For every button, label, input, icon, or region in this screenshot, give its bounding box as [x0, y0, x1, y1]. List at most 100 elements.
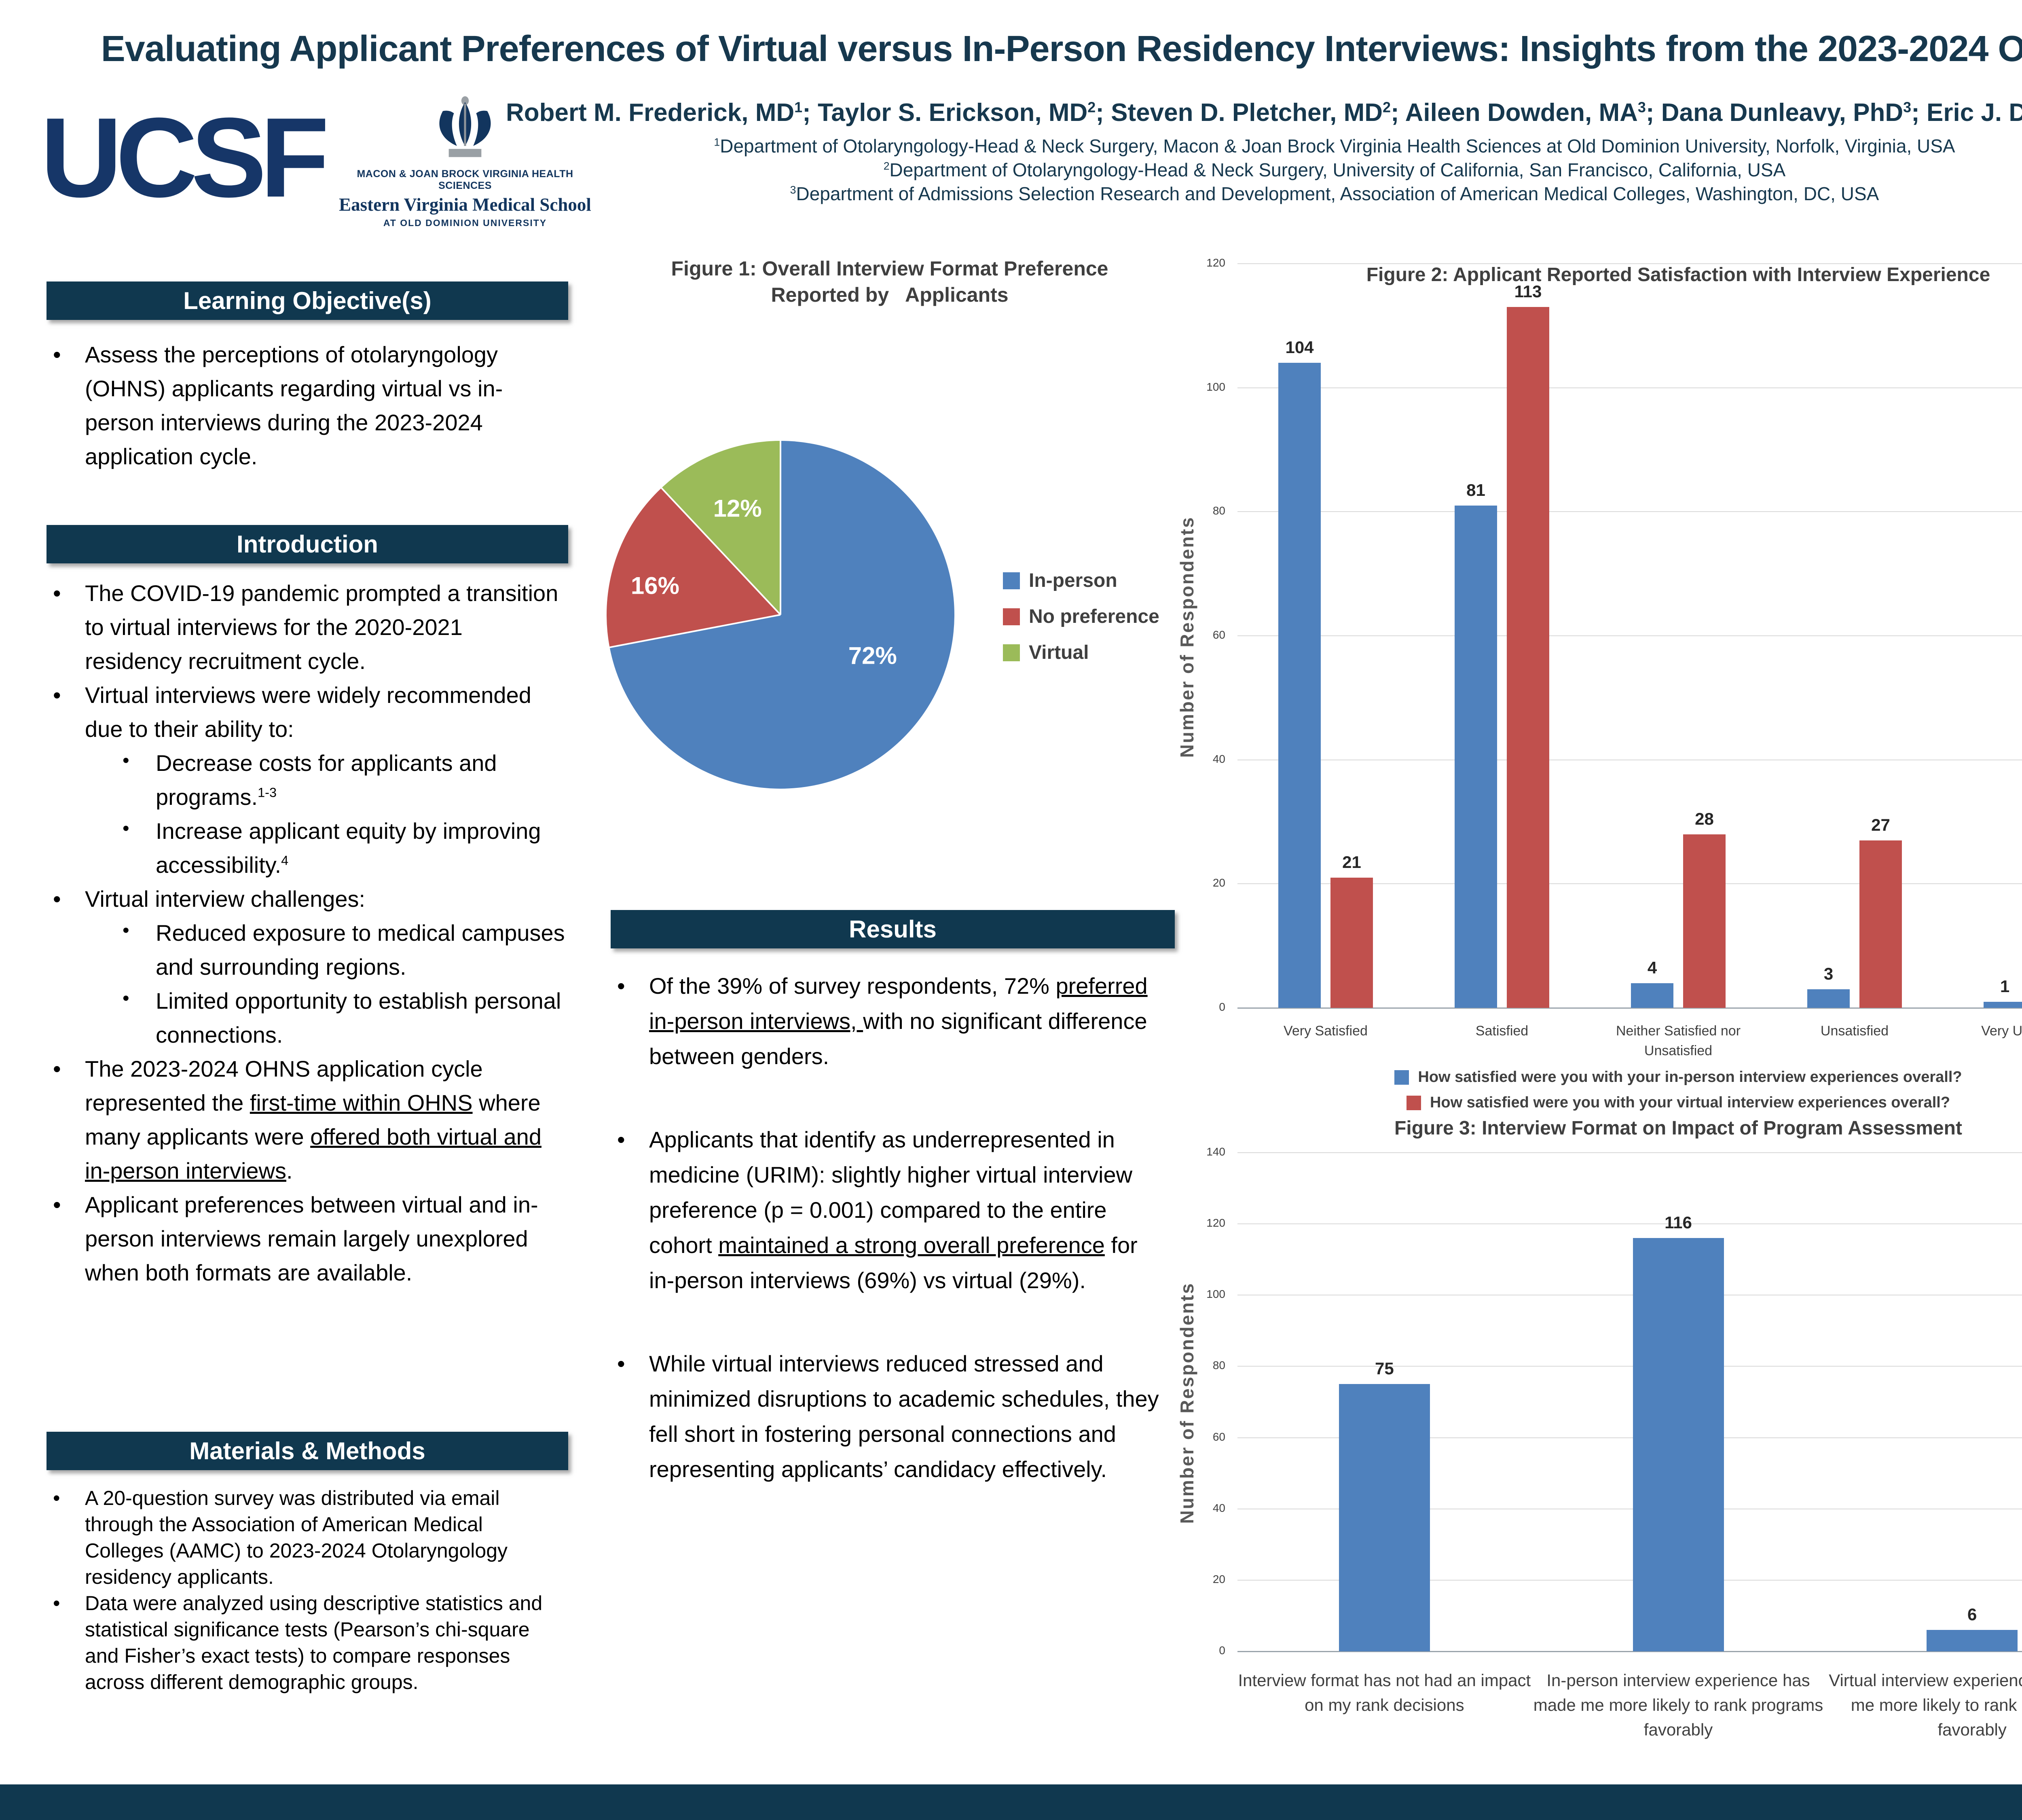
bullet-text: Of the 39% of survey respondents, 72% pr… — [649, 973, 1148, 1069]
evms-logo: Macon & Joan Brock Virginia Health Scien… — [332, 96, 599, 229]
legend-swatch — [1003, 572, 1020, 589]
figure3-title: Figure 3: Interview Format on Impact of … — [1394, 1117, 1962, 1139]
text-segment: Of the 39% of survey respondents, 72% — [649, 973, 1056, 999]
x-category-label: Unsatisfied — [1820, 1023, 1889, 1039]
legend-swatch — [1003, 644, 1020, 661]
bullet-text: Limited opportunity to establish persona… — [156, 988, 561, 1048]
bullet-item: • Applicant preferences between virtual a… — [47, 1188, 576, 1290]
evms-logo-line1: Macon & Joan Brock Virginia Health Scien… — [357, 168, 573, 191]
legend-label: No preference — [1029, 606, 1159, 627]
bullet-text: Reduced exposure to medical campuses and… — [156, 920, 565, 980]
bullet-text: Virtual interviews were widely recommend… — [85, 682, 531, 742]
x-category-label: Very Unsatisfied — [1981, 1023, 2022, 1039]
text-segment: Assess the perceptions of otolaryngology… — [85, 342, 503, 469]
y-tick-label: 100 — [1206, 1288, 1225, 1301]
bullet-item: • Reduced exposure to medical campuses an… — [111, 916, 576, 984]
bullet-marker: • — [123, 818, 129, 839]
pie-slice-label: 16% — [630, 572, 679, 599]
legend-label: Virtual — [1029, 642, 1089, 663]
bar — [1455, 506, 1497, 1008]
text-segment: first-time within OHNS — [250, 1090, 473, 1115]
legend-item: Virtual — [1003, 641, 1159, 664]
text-segment: Virtual interviews were widely recommend… — [85, 682, 531, 742]
x-category-label: Virtual interview experience has made me… — [1829, 1671, 2022, 1739]
text-segment: where many applicants were — [85, 1090, 541, 1149]
pie-slice-label: 12% — [713, 495, 762, 522]
authors-line: Robert M. Frederick, MD1; Taylor S. Eric… — [283, 98, 2022, 127]
figure1-legend: In-person No preference Virtual — [1003, 569, 1159, 677]
gridline — [1237, 883, 2022, 885]
gridline — [1237, 1366, 2022, 1367]
gridline — [1237, 1437, 2022, 1438]
pie-slice-separators — [609, 441, 781, 648]
legend-item: In-person — [1003, 569, 1159, 592]
bullet-marker: • — [53, 1592, 60, 1615]
bullet-marker: • — [617, 1127, 625, 1153]
bar — [1927, 1630, 2018, 1651]
bullet-item: • The COVID-19 pandemic prompted a transi… — [47, 576, 576, 678]
x-category-label: Neither Satisfied nor Unsatisfied — [1616, 1023, 1741, 1059]
gridline — [1237, 1651, 2022, 1652]
bullet-marker: • — [53, 1487, 60, 1509]
x-category-label: In-person interview experience has made … — [1533, 1671, 1823, 1739]
bar-value-label: 6 — [1967, 1605, 1977, 1624]
footer-bar — [0, 1784, 2022, 1820]
learning-objectives-list: • Assess the perceptions of otolaryngolog… — [47, 338, 572, 474]
bar-value-label: 27 — [1871, 815, 1890, 834]
bar-value-label: 21 — [1342, 853, 1361, 872]
text-segment: ; Steven D. Pletcher, MD — [1096, 99, 1383, 127]
bar-value-label: 3 — [1823, 964, 1834, 983]
text-segment: 1 — [714, 136, 720, 148]
y-tick-label: 100 — [1206, 380, 1225, 393]
text-segment: Limited opportunity to establish persona… — [156, 988, 561, 1048]
text-segment: 3 — [790, 184, 796, 196]
text-segment: 4 — [281, 853, 289, 868]
bar — [1278, 363, 1321, 1008]
gridline — [1237, 635, 2022, 636]
affiliation-line-1: 1Department of Otolaryngology-Head & Nec… — [465, 134, 2022, 158]
bar — [1807, 989, 1850, 1008]
figure1-pie-chart: 72% 16% 12% — [607, 441, 954, 789]
bullet-text: Increase applicant equity by improving a… — [156, 818, 541, 878]
y-tick-label: 80 — [1212, 1359, 1225, 1372]
text-segment: Virtual interview challenges: — [85, 886, 366, 912]
section-header-materials-methods: Materials & Methods — [47, 1432, 568, 1470]
bar — [1984, 1001, 2022, 1008]
figure1-title-line1: Figure 1: Overall Interview Format Prefe… — [671, 257, 1108, 280]
bullet-marker: • — [53, 1056, 61, 1081]
figure2-category-labels: Very Satisfied Satisfied Neither Satisfied… — [1237, 1021, 2022, 1061]
bullet-marker: • — [123, 750, 129, 771]
y-tick-label: 20 — [1212, 876, 1225, 889]
evms-crown-icon — [439, 96, 491, 157]
x-category-label: Very Satisfied — [1284, 1023, 1368, 1039]
bullet-item: • Of the 39% of survey respondents, 72% p… — [611, 969, 1177, 1074]
section-header-results: Results — [611, 910, 1175, 948]
bullet-marker: • — [53, 886, 61, 912]
text-segment: ; Dana Dunleavy, PhD — [1646, 99, 1904, 127]
bullet-item: • The 2023-2024 OHNS application cycle re… — [47, 1052, 576, 1188]
text-segment: 1 — [794, 99, 803, 116]
bar — [1507, 307, 1549, 1008]
bar-value-label: 4 — [1647, 958, 1657, 977]
bullet-text: The COVID-19 pandemic prompted a transit… — [85, 580, 558, 674]
bullet-item: • Decrease costs for applicants and progr… — [111, 746, 576, 814]
legend-label: How satisfied were you with your virtual… — [1430, 1094, 1950, 1111]
bullet-marker: • — [617, 973, 625, 999]
text-segment: ; Aileen Dowden, MA — [1391, 99, 1638, 127]
bullet-item: • Virtual interview challenges: — [47, 882, 576, 916]
bullet-text: Applicants that identify as underreprese… — [649, 1127, 1138, 1293]
bar-value-label: 81 — [1466, 480, 1485, 499]
bar-value-label: 28 — [1695, 809, 1714, 828]
y-tick-label: 40 — [1212, 1501, 1225, 1514]
results-list: • Of the 39% of survey respondents, 72% p… — [611, 969, 1177, 1487]
bullet-item: • Limited opportunity to establish person… — [111, 984, 576, 1052]
bullet-item: • Applicants that identify as underrepres… — [611, 1122, 1177, 1298]
gridline — [1237, 263, 2022, 264]
legend-swatch — [1003, 608, 1020, 625]
gridline — [1237, 1007, 2022, 1009]
bullet-item: • Data were analyzed using descriptive st… — [47, 1590, 576, 1695]
ucsf-logo: UCSF — [40, 95, 329, 221]
legend-item: How satisfied were you with your in-pers… — [1394, 1069, 1962, 1086]
bullet-marker: • — [53, 682, 61, 708]
